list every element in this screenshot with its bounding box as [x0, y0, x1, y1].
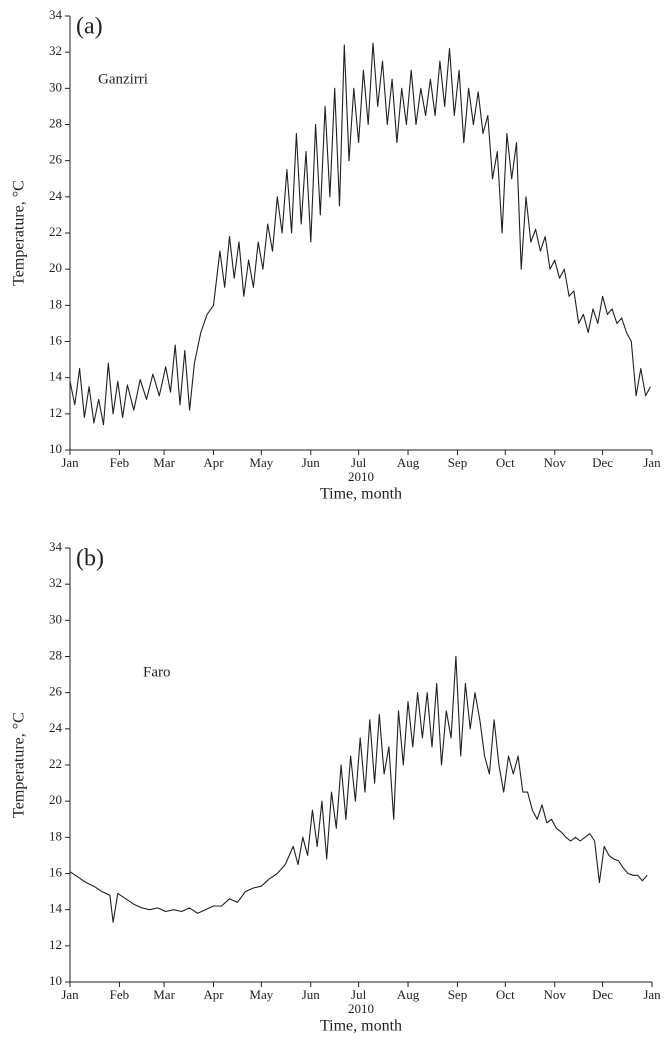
y-tick-label: 10 — [49, 973, 62, 988]
y-tick-label: 20 — [49, 792, 62, 807]
x-tick-label: May — [249, 987, 273, 1002]
y-tick-label: 10 — [49, 441, 62, 456]
x-tick-label: Jul — [351, 987, 367, 1002]
y-tick-label: 30 — [49, 611, 62, 626]
y-tick-label: 32 — [49, 575, 62, 590]
y-tick-label: 28 — [49, 647, 62, 662]
y-tick-label: 18 — [49, 296, 62, 311]
y-tick-label: 12 — [49, 937, 62, 952]
y-tick-label: 16 — [49, 332, 63, 347]
y-tick-label: 32 — [49, 43, 62, 58]
x-sublabel: 2010 — [348, 1001, 374, 1016]
y-tick-label: 12 — [49, 405, 62, 420]
x-tick-label: Sep — [448, 455, 468, 470]
y-tick-label: 14 — [49, 901, 63, 916]
x-tick-label: Sep — [448, 987, 468, 1002]
x-tick-label: Aug — [397, 455, 420, 470]
x-tick-label: Apr — [203, 455, 224, 470]
x-tick-label: Jun — [302, 987, 321, 1002]
y-tick-label: 18 — [49, 828, 62, 843]
y-axis-label: Temperature, °C — [11, 712, 28, 818]
x-tick-label: Dec — [592, 455, 613, 470]
x-tick-label: Aug — [397, 987, 420, 1002]
x-tick-label: Nov — [544, 987, 567, 1002]
y-tick-label: 26 — [49, 684, 63, 699]
x-sublabel: 2010 — [348, 469, 374, 484]
x-tick-label: Nov — [544, 455, 567, 470]
temperature-line — [69, 655, 648, 923]
x-tick-label: Jun — [302, 455, 321, 470]
y-tick-label: 30 — [49, 79, 62, 94]
x-axis-label: Time, month — [320, 486, 402, 503]
y-tick-label: 24 — [49, 720, 63, 735]
station-name: Ganzirri — [98, 71, 148, 87]
x-tick-label: Oct — [496, 455, 515, 470]
x-tick-label: May — [249, 455, 273, 470]
x-axis-label: Time, month — [320, 1018, 402, 1035]
y-tick-label: 14 — [49, 369, 63, 384]
y-tick-label: 24 — [49, 188, 63, 203]
x-tick-label: Mar — [153, 455, 175, 470]
y-axis-label: Temperature, °C — [11, 180, 28, 286]
y-tick-label: 26 — [49, 152, 63, 167]
station-name: Faro — [143, 664, 171, 680]
x-tick-label: Jan — [61, 455, 79, 470]
x-tick-label: Jul — [351, 455, 367, 470]
x-tick-label: Feb — [110, 987, 130, 1002]
y-tick-label: 34 — [49, 539, 63, 554]
y-tick-label: 20 — [49, 260, 62, 275]
x-tick-label: Mar — [153, 987, 175, 1002]
y-tick-label: 28 — [49, 115, 62, 130]
y-tick-label: 22 — [49, 224, 62, 239]
x-tick-label: Jan — [643, 455, 661, 470]
y-tick-label: 16 — [49, 864, 63, 879]
panel-label: (a) — [76, 14, 103, 40]
temperature-line — [69, 42, 651, 426]
x-tick-label: Jan — [643, 987, 661, 1002]
x-tick-label: Dec — [592, 987, 613, 1002]
panel-label: (b) — [76, 546, 104, 572]
x-tick-label: Apr — [203, 987, 224, 1002]
y-tick-label: 34 — [49, 7, 63, 22]
x-tick-label: Feb — [110, 455, 130, 470]
y-tick-label: 22 — [49, 756, 62, 771]
x-tick-label: Jan — [61, 987, 79, 1002]
x-tick-label: Oct — [496, 987, 515, 1002]
